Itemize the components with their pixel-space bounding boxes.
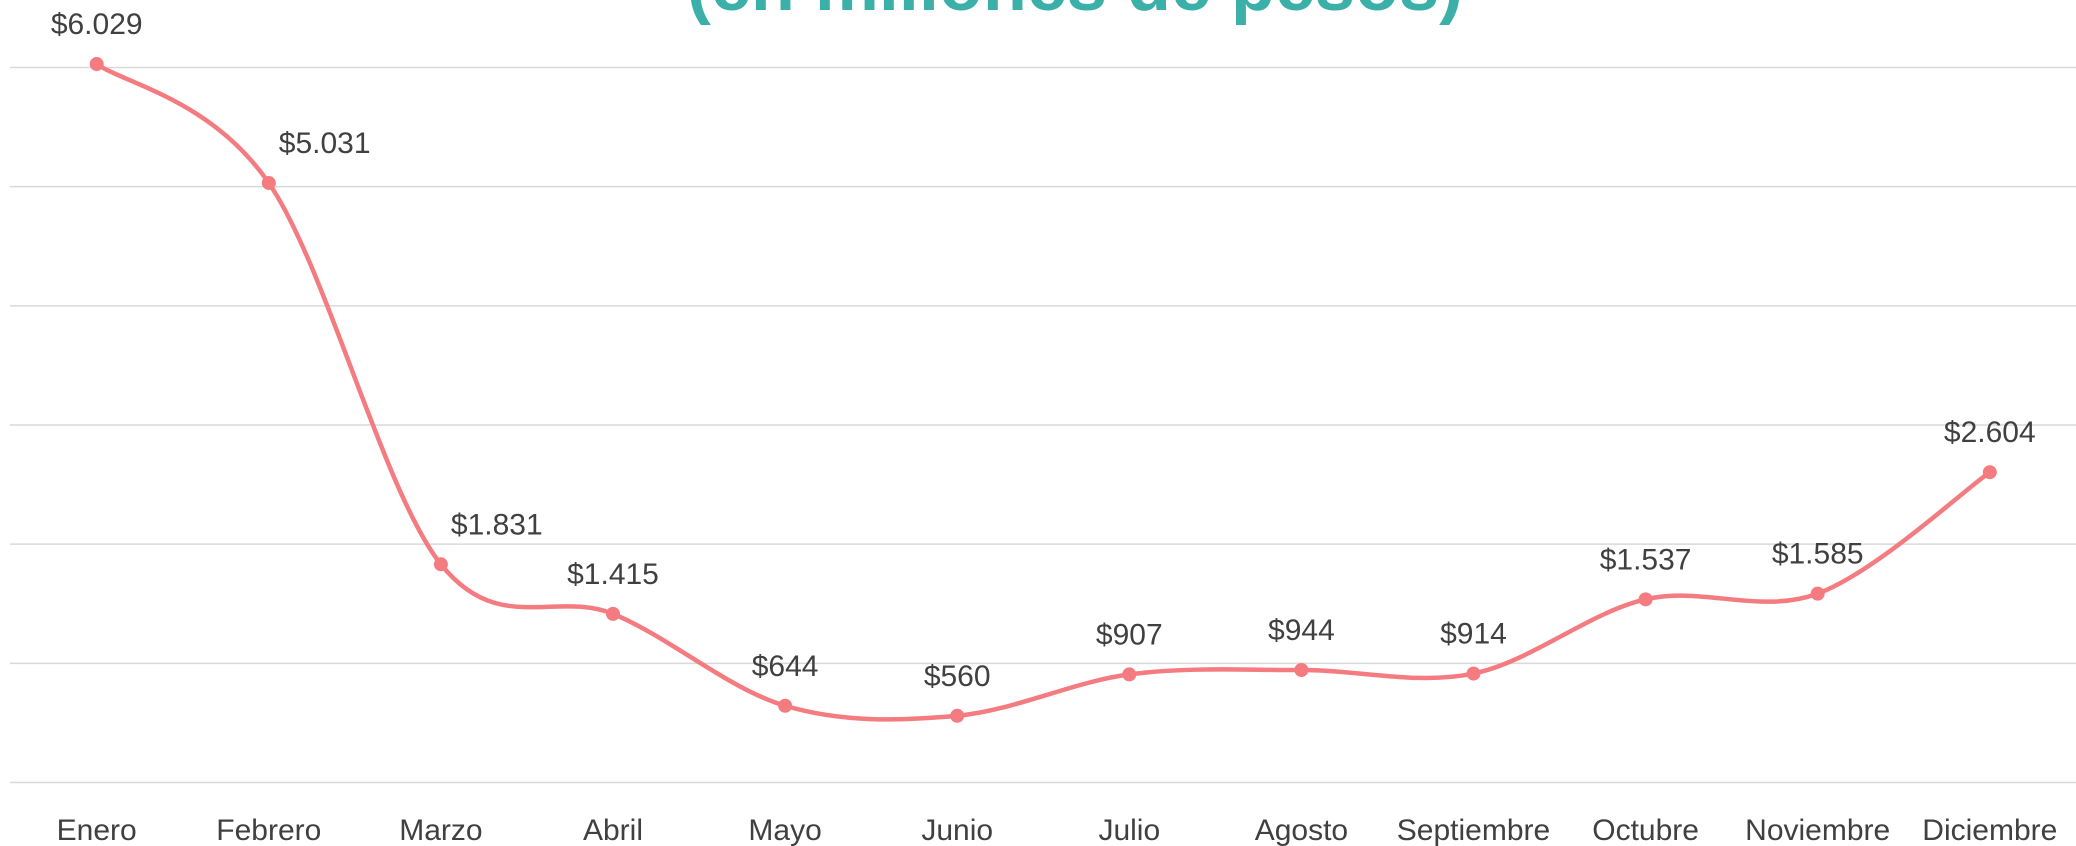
data-label: $944 [1268, 614, 1335, 647]
chart-title: (en millones de pesos) [687, 0, 1463, 26]
point [950, 708, 965, 723]
x-tick-label: Octubre [1592, 814, 1699, 846]
point [1810, 586, 1825, 601]
data-label: $1.415 [567, 558, 659, 591]
point [433, 557, 448, 572]
point [1122, 667, 1137, 682]
data-label: $2.604 [1944, 416, 2036, 449]
point [606, 606, 620, 621]
data-label: $1.537 [1600, 543, 1692, 576]
x-tick-label: Febrero [216, 814, 321, 846]
point [778, 698, 793, 713]
data-label: $560 [924, 660, 991, 693]
point [1294, 663, 1309, 678]
x-tick-label: Agosto [1255, 814, 1348, 846]
x-tick-label: Julio [1098, 814, 1160, 846]
x-tick-label: Septiembre [1397, 814, 1550, 846]
data-label: $907 [1096, 618, 1163, 651]
x-tick-label: Noviembre [1745, 814, 1890, 846]
x-tick-label: Abril [583, 814, 643, 846]
data-label: $6.029 [51, 8, 143, 41]
x-tick-label: Marzo [399, 814, 482, 846]
data-label: $1.831 [451, 508, 543, 541]
data-label: $914 [1440, 618, 1507, 651]
x-tick-label: Enero [57, 814, 137, 846]
x-tick-label: Diciembre [1922, 814, 2057, 846]
point [89, 57, 104, 72]
x-tick-label: Mayo [748, 814, 821, 846]
data-label: $644 [752, 650, 819, 683]
point [1982, 465, 1997, 480]
line [95, 62, 1992, 722]
x-tick-label: Junio [921, 814, 993, 846]
point [261, 175, 276, 190]
data-label: $5.031 [279, 127, 371, 160]
data-label: $1.585 [1772, 538, 1864, 571]
point [1466, 666, 1481, 681]
point [1638, 592, 1653, 607]
